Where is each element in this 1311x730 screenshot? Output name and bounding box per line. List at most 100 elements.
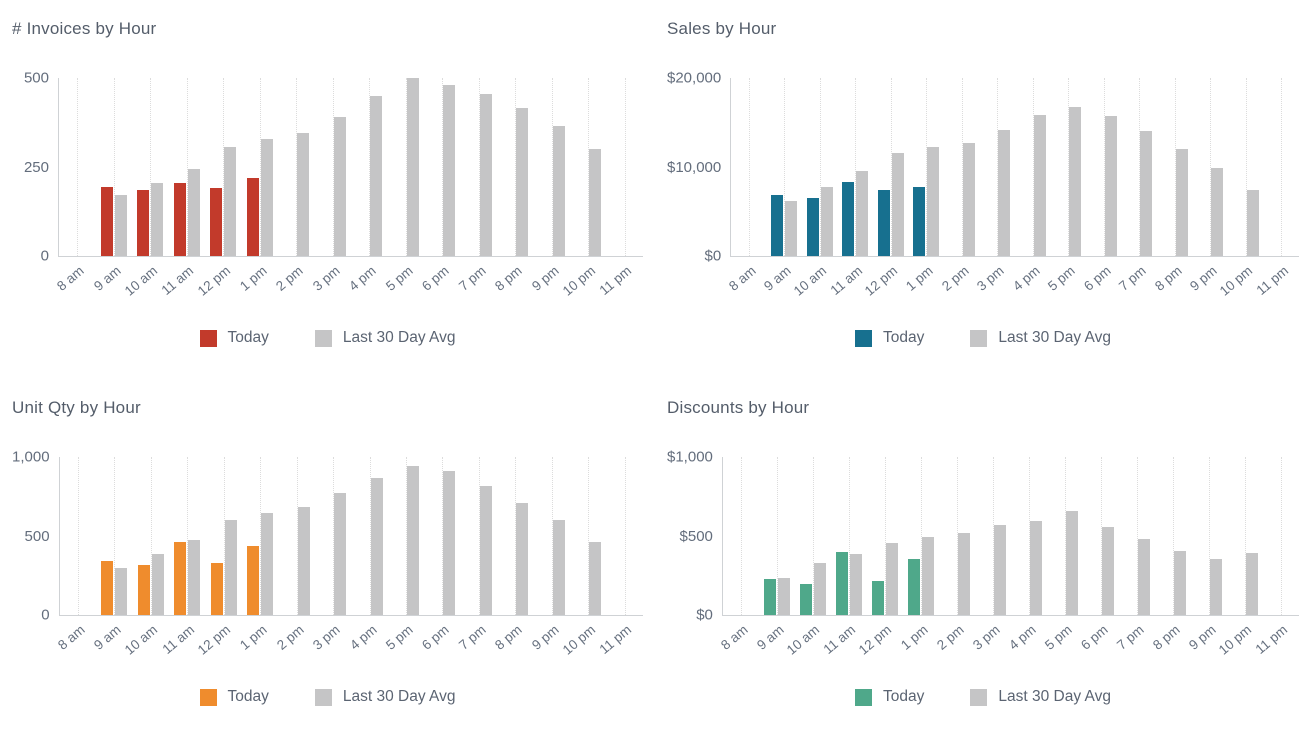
bar-avg[interactable] <box>187 168 200 256</box>
bar-avg[interactable] <box>479 486 492 615</box>
bar-today[interactable] <box>842 182 855 256</box>
bar-today[interactable] <box>246 177 259 256</box>
x-axis-label: 1 pm <box>237 622 270 653</box>
bar-avg[interactable] <box>224 147 237 256</box>
avg-bar-slot <box>552 457 570 615</box>
legend-item-avg[interactable]: Last 30 Day Avg <box>314 329 455 347</box>
gridline <box>406 457 407 615</box>
bar-avg[interactable] <box>820 187 833 256</box>
bar-avg[interactable] <box>777 577 790 615</box>
bar-avg[interactable] <box>297 133 310 256</box>
bar-avg[interactable] <box>443 471 456 615</box>
bar-avg[interactable] <box>1029 521 1042 615</box>
bar-avg[interactable] <box>1246 190 1259 256</box>
avg-bar-slot <box>962 78 980 256</box>
bar-avg[interactable] <box>297 506 310 615</box>
bar-avg[interactable] <box>406 78 419 256</box>
today-bar-slot <box>169 457 187 615</box>
legend-item-today[interactable]: Today <box>855 329 924 347</box>
bar-avg[interactable] <box>813 562 826 615</box>
bar-avg[interactable] <box>1140 130 1153 256</box>
bar-avg[interactable] <box>334 492 347 615</box>
bar-avg[interactable] <box>1173 551 1186 615</box>
bar-avg[interactable] <box>927 146 940 256</box>
bar-avg[interactable] <box>589 542 602 615</box>
bar-avg[interactable] <box>114 195 127 256</box>
bar-avg[interactable] <box>1101 526 1114 615</box>
bar-avg[interactable] <box>260 138 273 256</box>
x-axis-label: 11 am <box>158 263 197 298</box>
bar-avg[interactable] <box>921 536 934 615</box>
bar-today[interactable] <box>137 190 150 256</box>
bar-today[interactable] <box>763 579 776 615</box>
bar-avg[interactable] <box>261 513 274 615</box>
bar-today[interactable] <box>799 584 812 615</box>
bar-avg[interactable] <box>1137 539 1150 615</box>
bar-today[interactable] <box>907 558 920 615</box>
bar-avg[interactable] <box>1104 116 1117 256</box>
today-bar-slot <box>169 78 187 256</box>
bar-avg[interactable] <box>1175 149 1188 256</box>
x-axis-label: 9 am <box>761 263 795 294</box>
bar-avg[interactable] <box>1211 167 1224 256</box>
bar-avg[interactable] <box>785 200 798 256</box>
x-axis-label: 1 pm <box>897 622 931 653</box>
bar-avg[interactable] <box>1245 553 1258 615</box>
bar-avg[interactable] <box>188 539 201 615</box>
bar-avg[interactable] <box>998 129 1011 256</box>
bar-avg[interactable] <box>333 117 346 256</box>
bar-avg[interactable] <box>115 568 128 615</box>
x-axis-label: 10 pm <box>559 263 598 299</box>
bar-avg[interactable] <box>151 554 164 615</box>
bar-avg[interactable] <box>552 520 565 615</box>
bar-today[interactable] <box>835 551 848 615</box>
bar-avg[interactable] <box>856 171 869 256</box>
legend-item-today[interactable]: Today <box>199 688 269 706</box>
legend-item-avg[interactable]: Last 30 Day Avg <box>314 688 455 706</box>
bar-today[interactable] <box>173 183 186 256</box>
bar-avg[interactable] <box>1033 115 1046 256</box>
bar-avg[interactable] <box>552 126 565 256</box>
bar-avg[interactable] <box>1069 107 1082 256</box>
bar-today[interactable] <box>210 562 223 615</box>
bar-today[interactable] <box>137 565 150 615</box>
bar-avg[interactable] <box>589 149 602 256</box>
legend-item-avg[interactable]: Last 30 Day Avg <box>970 688 1111 706</box>
category-column: 10 pm <box>560 457 606 658</box>
bar-today[interactable] <box>210 188 223 256</box>
bar-today[interactable] <box>871 581 884 615</box>
bar-today[interactable] <box>806 198 819 256</box>
bar-avg[interactable] <box>151 183 164 256</box>
bar-avg[interactable] <box>1209 558 1222 615</box>
bar-avg[interactable] <box>224 520 237 615</box>
bar-avg[interactable] <box>516 502 529 615</box>
bar-today[interactable] <box>101 561 114 615</box>
chart-legend: Today Last 30 Day Avg <box>667 688 1299 706</box>
today-bar-slot <box>1051 78 1069 256</box>
bar-today[interactable] <box>174 541 187 615</box>
bar-avg[interactable] <box>370 95 383 256</box>
legend-item-today[interactable]: Today <box>855 688 924 706</box>
bar-today[interactable] <box>771 195 784 256</box>
bar-avg[interactable] <box>407 465 419 615</box>
plot-wrap: $1,000 $500 $0 8 am 9 am 10 am 11 am 12 pm 1 pm… <box>667 449 1299 658</box>
bar-today[interactable] <box>877 190 890 256</box>
bar-today[interactable] <box>100 186 113 256</box>
legend-item-avg[interactable]: Last 30 Day Avg <box>970 329 1111 347</box>
bar-avg[interactable] <box>885 543 898 615</box>
bar-today[interactable] <box>913 187 926 256</box>
bar-avg[interactable] <box>479 94 492 256</box>
bar-avg[interactable] <box>993 524 1006 615</box>
bar-avg[interactable] <box>1065 510 1078 615</box>
bar-avg[interactable] <box>957 532 970 615</box>
legend-item-today[interactable]: Today <box>199 329 269 347</box>
gridline <box>551 457 553 615</box>
bar-avg[interactable] <box>891 152 904 256</box>
bar-avg[interactable] <box>516 108 529 256</box>
bar-avg[interactable] <box>849 554 862 615</box>
bar-today[interactable] <box>247 546 260 615</box>
gridline <box>187 457 189 615</box>
bar-avg[interactable] <box>962 142 975 256</box>
bar-avg[interactable] <box>443 85 456 256</box>
bar-avg[interactable] <box>370 477 383 615</box>
